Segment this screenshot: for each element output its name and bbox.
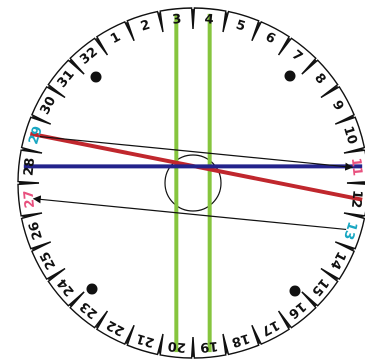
slot-divider [335, 115, 354, 125]
slot-label-13: 13 [340, 220, 360, 242]
slot-divider [95, 37, 108, 56]
slot-divider [69, 59, 85, 75]
slot-divider [47, 268, 66, 281]
arrow-29-to-11 [39, 135, 354, 171]
slot-divider [32, 241, 51, 251]
slot-divider [125, 22, 135, 41]
slot-divider [301, 59, 317, 75]
slot-divider-lines [19, 9, 365, 357]
slot-divider [278, 37, 291, 56]
slot-divider [158, 333, 164, 354]
slot-label-18: 18 [230, 330, 252, 350]
slot-label-21: 21 [135, 330, 157, 350]
dot-bottom-right [289, 285, 301, 297]
slot-divider [320, 85, 339, 98]
slot-label-28: 28 [21, 157, 38, 176]
slot-label-3: 3 [172, 12, 182, 28]
slot-divider [47, 85, 66, 98]
slot-divider [22, 148, 43, 154]
slot-divider [95, 310, 108, 329]
disk [17, 7, 365, 359]
slot-label-25: 25 [38, 249, 60, 272]
slot-divider [125, 325, 135, 344]
slot-label-4: 4 [204, 12, 214, 28]
slot-label-20: 20 [167, 338, 186, 355]
arrows [32, 135, 354, 231]
slot-label-19: 19 [199, 338, 218, 355]
slot-divider [301, 291, 317, 307]
slot-label-11: 11 [348, 157, 365, 176]
slot-label-29: 29 [26, 125, 46, 147]
dot-top-left [90, 71, 102, 83]
slot-divider [22, 212, 43, 218]
threads [23, 13, 363, 353]
slot-label-14: 14 [327, 249, 349, 272]
slot-divider [320, 268, 339, 281]
disk-outline [17, 7, 365, 359]
arrow-13-to-27 [32, 195, 347, 231]
slot-divider [343, 212, 364, 218]
dot-top-right [284, 70, 296, 82]
center-hole [164, 154, 222, 212]
slot-label-5: 5 [234, 18, 247, 35]
slot-label-10: 10 [340, 125, 360, 147]
dot-bottom-left [86, 283, 98, 295]
slot-divider [222, 12, 228, 33]
slot-divider [158, 12, 164, 33]
slot-label-27: 27 [21, 189, 38, 208]
slot-divider [335, 241, 354, 251]
slot-divider [278, 310, 291, 329]
slot-divider [251, 22, 261, 41]
slot-label-2: 2 [139, 18, 152, 35]
slot-divider [32, 115, 51, 125]
slot-label-26: 26 [26, 220, 46, 242]
slot-divider [69, 291, 85, 307]
slot-divider [343, 148, 364, 154]
slot-divider [222, 333, 228, 354]
slot-label-12: 12 [348, 189, 365, 208]
disk-dots [86, 70, 301, 297]
slot-divider [251, 325, 261, 344]
